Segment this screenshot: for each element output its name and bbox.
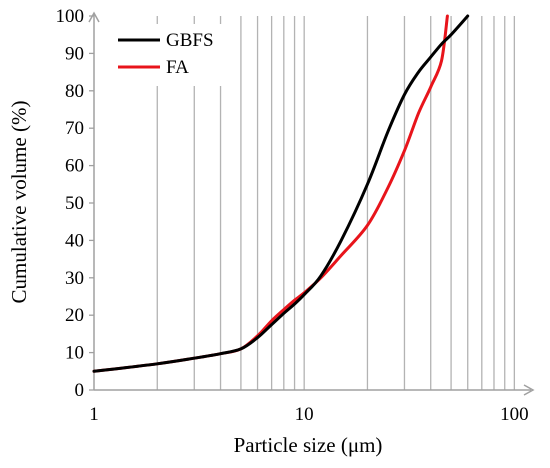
- series-line-gbfs: [92, 14, 470, 373]
- legend-label-gbfs: GBFS: [166, 30, 214, 51]
- y-axis-title: Cumulative volume (%): [7, 101, 31, 304]
- x-tick-label: 1: [89, 404, 99, 425]
- y-tick-label: 20: [65, 305, 84, 326]
- legend: GBFS FA: [108, 24, 238, 86]
- y-tick-label: 40: [65, 230, 84, 251]
- legend-label-fa: FA: [166, 57, 189, 78]
- series-layer: [92, 14, 470, 373]
- y-tick-label: 70: [65, 118, 84, 139]
- y-axis-arrow: [88, 11, 100, 23]
- grid-layer: [156, 16, 516, 390]
- y-tick-label: 80: [65, 81, 84, 102]
- y-tick-label: 30: [65, 268, 84, 289]
- x-axis-title: Particle size (μm): [234, 433, 383, 457]
- y-tick-label: 90: [65, 43, 84, 64]
- y-tick-label: 50: [65, 193, 84, 214]
- x-tick-label: 10: [295, 404, 314, 425]
- y-tick-label: 0: [75, 380, 85, 401]
- legend-background: [108, 24, 238, 86]
- x-tick-label: 100: [500, 404, 529, 425]
- x-axis-arrow: [523, 384, 535, 396]
- y-tick-label: 60: [65, 156, 84, 177]
- y-tick-label: 100: [56, 6, 85, 27]
- y-tick-label: 10: [65, 343, 84, 364]
